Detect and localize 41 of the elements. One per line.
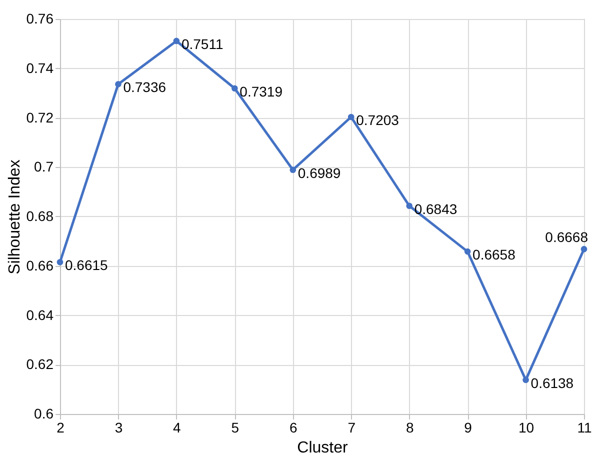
point — [290, 166, 296, 173]
x-tick-label: 10 — [518, 420, 534, 436]
data-label: 0.6658 — [472, 246, 516, 263]
point — [406, 202, 412, 210]
y-tick-label: 0.62 — [26, 356, 54, 372]
y-tick-label: 0.66 — [26, 257, 54, 274]
point — [522, 376, 529, 384]
y-tick-label: 0.74 — [26, 60, 54, 76]
point — [173, 38, 180, 44]
x-tick-label: 6 — [289, 420, 298, 436]
x-tick-label: 5 — [231, 420, 240, 436]
x-axis-title: Cluster — [297, 440, 349, 456]
data-label: 0.6989 — [298, 164, 341, 181]
y-tick-label: 0.68 — [26, 208, 54, 224]
data-label: 0.6668 — [545, 229, 588, 246]
data-label: 0.7511 — [181, 36, 224, 52]
y-tick-label: 0.6 — [34, 406, 54, 422]
y-tick-label: 0.7 — [34, 158, 54, 175]
x-tick-label: 7 — [348, 420, 356, 436]
data-label: 0.7319 — [240, 83, 283, 100]
data-label: 0.6615 — [65, 257, 108, 274]
point — [232, 85, 238, 92]
point — [464, 248, 471, 255]
data-label: 0.7203 — [356, 112, 400, 128]
x-tick-label: 3 — [114, 420, 123, 436]
point — [580, 246, 588, 252]
data-label: 0.6138 — [530, 374, 574, 391]
data-label: 0.6843 — [414, 200, 458, 217]
point — [56, 259, 64, 266]
point — [115, 81, 122, 88]
data-label: 0.7336 — [123, 79, 166, 96]
x-tick-label: 2 — [56, 420, 65, 436]
y-tick-label: 0.72 — [26, 109, 54, 126]
y-tick-label: 0.64 — [26, 306, 54, 323]
y-tick-label: 0.76 — [26, 10, 54, 26]
x-tick-label: 8 — [406, 420, 414, 436]
point — [348, 114, 354, 120]
x-tick-label: 11 — [577, 420, 592, 436]
x-tick-label: 9 — [464, 420, 472, 436]
x-tick-label: 4 — [173, 420, 182, 436]
y-axis-title: Silhouette Index — [6, 160, 24, 274]
